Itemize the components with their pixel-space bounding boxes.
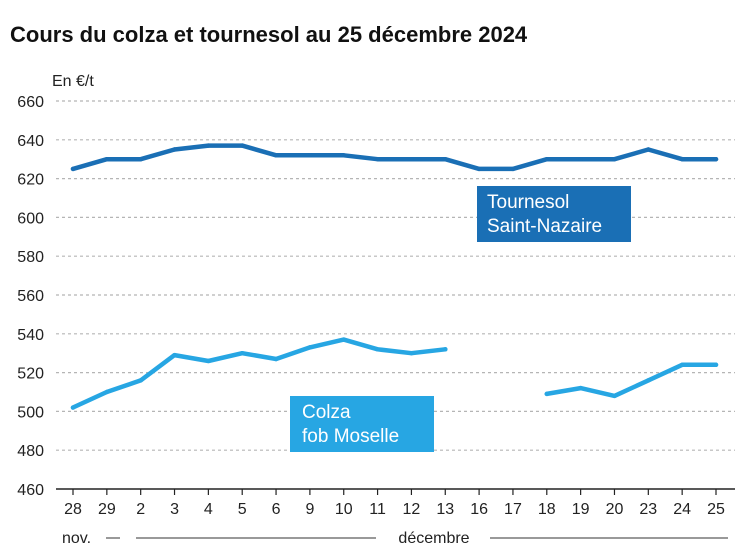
- data-point: [104, 157, 110, 162]
- x-tick-label: 9: [305, 501, 314, 518]
- x-tick-label: 13: [436, 501, 454, 518]
- series-label-text: fob Moselle: [302, 426, 399, 447]
- data-point: [612, 393, 617, 399]
- data-point: [70, 166, 76, 172]
- x-tick-label: 4: [204, 501, 213, 518]
- y-tick-label: 600: [17, 210, 44, 227]
- month-label-dec: décembre: [398, 530, 469, 547]
- x-tick-label: 23: [639, 501, 657, 518]
- data-point: [307, 153, 313, 158]
- x-tick-label: 3: [170, 501, 179, 518]
- series-label-text: Saint-Nazaire: [487, 216, 602, 237]
- month-label-nov: nov.: [62, 530, 91, 547]
- data-point: [544, 157, 549, 162]
- data-point: [341, 153, 346, 158]
- data-point: [240, 143, 245, 148]
- x-axis-ticks: 28 29 2 3 4 5 6 9 10 11 12 13 16 17 18 19 20 23 24 25: [64, 489, 725, 518]
- data-point: [307, 345, 313, 350]
- data-point: [713, 362, 719, 368]
- x-tick-label: 18: [538, 501, 556, 518]
- data-point: [443, 157, 448, 162]
- series-labels: Tournesol Saint-Nazaire Colza fob Moselle: [290, 186, 631, 452]
- data-point: [172, 352, 177, 358]
- data-point: [240, 351, 245, 356]
- x-tick-label: 28: [64, 501, 82, 518]
- x-tick-label: 6: [272, 501, 281, 518]
- data-point: [375, 347, 380, 352]
- data-point: [679, 157, 685, 162]
- data-point: [544, 391, 549, 397]
- data-point: [510, 166, 516, 172]
- data-point: [138, 378, 143, 383]
- data-point: [409, 351, 414, 356]
- y-tick-label: 580: [17, 249, 44, 266]
- y-axis-label: En €/t: [52, 73, 94, 90]
- data-point: [172, 147, 177, 152]
- y-tick-label: 560: [17, 288, 44, 305]
- x-tick-label: 29: [98, 501, 116, 518]
- x-tick-label: 11: [369, 501, 386, 518]
- data-point: [273, 153, 279, 158]
- data-point: [679, 362, 685, 368]
- y-tick-label: 640: [17, 133, 44, 150]
- data-point: [646, 378, 651, 383]
- series-group: [70, 143, 719, 410]
- data-point: [341, 337, 346, 342]
- y-tick-label: 460: [17, 482, 44, 499]
- x-tick-label: 5: [238, 501, 247, 518]
- month-axis: nov. décembre: [62, 530, 728, 547]
- chart-title: Cours du colza et tournesol au 25 décemb…: [10, 22, 528, 47]
- series-label-box-1: [290, 396, 434, 452]
- y-tick-label: 480: [17, 443, 44, 460]
- data-point: [713, 157, 719, 162]
- data-point: [138, 157, 143, 162]
- x-tick-label: 20: [606, 501, 624, 518]
- data-point: [409, 157, 414, 162]
- x-tick-label: 25: [707, 501, 725, 518]
- data-point: [476, 166, 482, 172]
- data-point: [578, 157, 583, 162]
- x-tick-label: 24: [673, 501, 691, 518]
- y-tick-label: 660: [17, 94, 44, 111]
- y-tick-label: 500: [17, 404, 44, 421]
- x-tick-label: 10: [335, 501, 353, 518]
- y-axis-ticks: 460 480 500 520 540 560 580 600 620 640 660: [17, 94, 44, 499]
- x-tick-label: 12: [403, 501, 421, 518]
- series-label-text: Tournesol: [487, 192, 569, 213]
- x-tick-label: 19: [572, 501, 590, 518]
- series-label-text: Colza: [302, 402, 351, 423]
- data-point: [70, 405, 76, 410]
- y-tick-label: 520: [17, 366, 44, 383]
- data-point: [206, 358, 211, 364]
- x-tick-label: 2: [136, 501, 145, 518]
- x-tick-label: 17: [504, 501, 522, 518]
- data-point: [578, 385, 583, 391]
- data-point: [443, 347, 448, 352]
- series-line-1: [70, 337, 719, 410]
- x-tick-label: 16: [470, 501, 488, 518]
- series-line-0: [70, 143, 719, 172]
- data-point: [646, 147, 651, 152]
- data-point: [104, 389, 110, 395]
- y-tick-label: 540: [17, 327, 44, 344]
- series-label-box-0: [477, 186, 631, 242]
- y-tick-label: 620: [17, 172, 44, 189]
- data-point: [206, 143, 211, 148]
- data-point: [273, 356, 279, 362]
- data-point: [375, 157, 380, 162]
- data-point: [612, 157, 617, 162]
